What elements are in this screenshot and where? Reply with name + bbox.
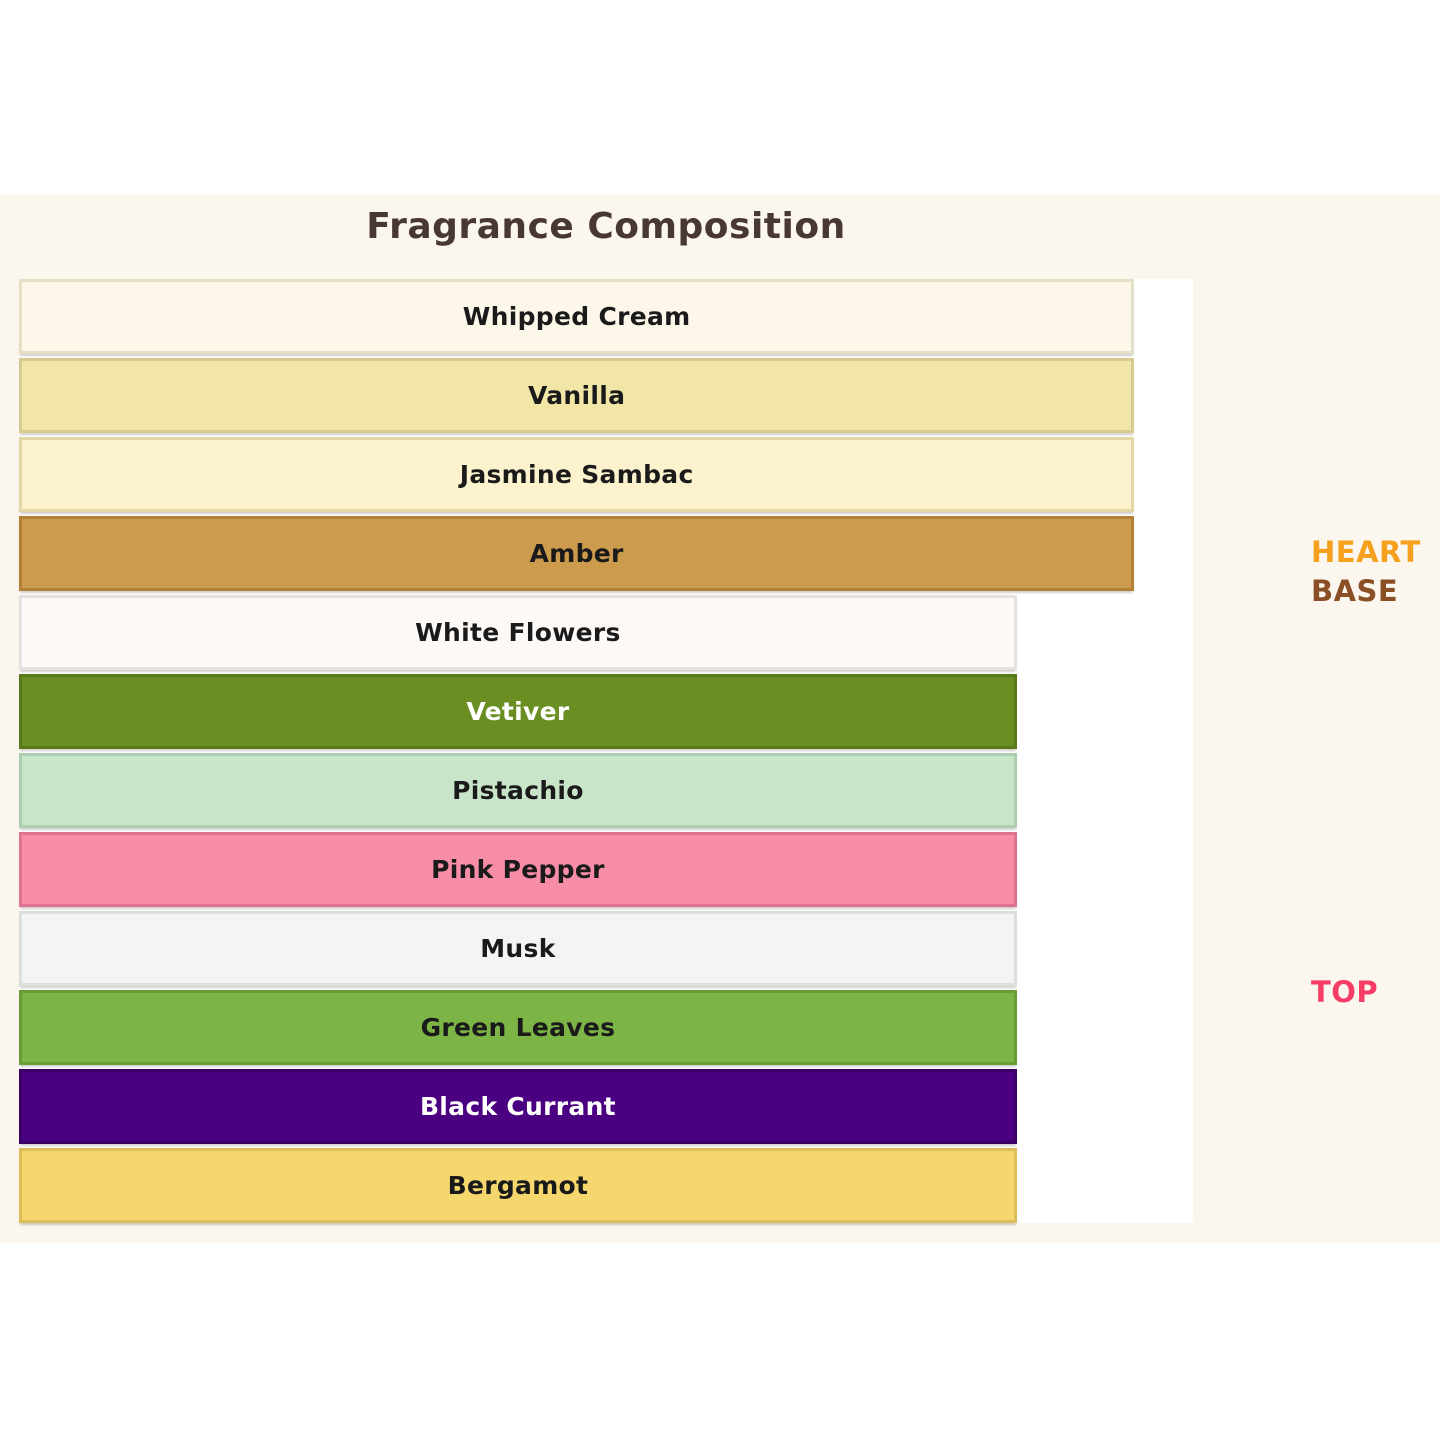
bar-label: Pistachio <box>452 776 584 805</box>
bar-white-flowers: White Flowers <box>19 595 1017 670</box>
bar-label: Vanilla <box>527 381 626 410</box>
bar-label: Musk <box>480 934 556 963</box>
bar-bergamot: Bergamot <box>19 1148 1017 1223</box>
bar-jasmine-sambac: Jasmine Sambac <box>19 437 1135 512</box>
bar-vetiver: Vetiver <box>19 674 1017 749</box>
bar-label: Bergamot <box>447 1171 589 1200</box>
group-label-top: TOP <box>1311 975 1379 1009</box>
bar-musk: Musk <box>19 911 1017 986</box>
bar-label: Vetiver <box>466 697 570 726</box>
group-label-base: BASE <box>1311 574 1399 608</box>
bar-amber: Amber <box>19 516 1135 591</box>
bar-label: Whipped Cream <box>462 302 691 331</box>
bar-black-currant: Black Currant <box>19 1069 1017 1144</box>
bar-chart-plot-area: Whipped Cream Vanilla Jasmine Sambac Amber W… <box>19 279 1193 1223</box>
bar-label: Jasmine Sambac <box>459 460 694 489</box>
bar-vanilla: Vanilla <box>19 358 1135 433</box>
bar-label: Amber <box>529 539 624 568</box>
bar-pink-pepper: Pink Pepper <box>19 832 1017 907</box>
bar-pistachio: Pistachio <box>19 753 1017 828</box>
chart-title: Fragrance Composition <box>366 206 846 247</box>
bar-label: Black Currant <box>419 1092 616 1121</box>
bar-green-leaves: Green Leaves <box>19 990 1017 1065</box>
bar-label: Green Leaves <box>420 1013 616 1042</box>
bar-label: Pink Pepper <box>431 855 605 884</box>
bar-whipped-cream: Whipped Cream <box>19 279 1135 354</box>
bar-label: White Flowers <box>415 618 621 647</box>
group-label-heart: HEART <box>1311 535 1421 569</box>
